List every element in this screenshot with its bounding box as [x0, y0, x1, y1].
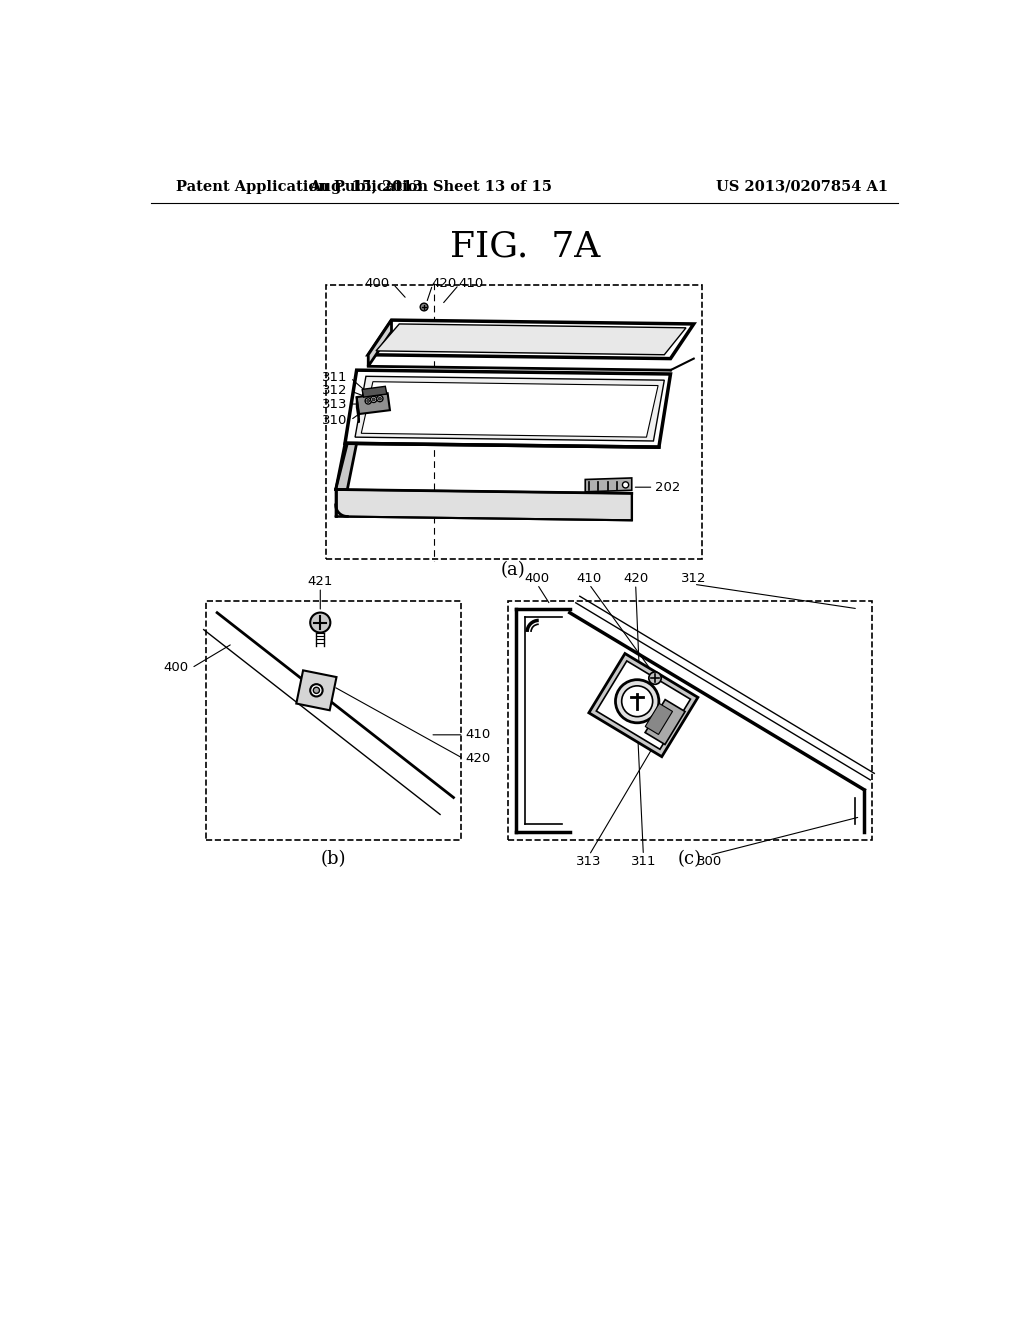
Polygon shape [356, 393, 390, 414]
Circle shape [372, 397, 375, 401]
Polygon shape [586, 478, 632, 492]
Text: (a): (a) [501, 561, 525, 579]
Text: 420: 420 [623, 572, 648, 585]
Text: 420: 420 [432, 277, 457, 289]
Circle shape [649, 672, 662, 684]
Text: 311: 311 [631, 855, 656, 869]
Polygon shape [645, 700, 685, 744]
Circle shape [366, 397, 372, 404]
Text: Patent Application Publication: Patent Application Publication [176, 180, 428, 194]
Circle shape [378, 397, 381, 400]
Circle shape [615, 680, 658, 723]
Text: 400: 400 [365, 277, 390, 289]
Circle shape [420, 304, 428, 312]
Circle shape [623, 482, 629, 488]
Polygon shape [369, 321, 693, 359]
Polygon shape [356, 397, 359, 422]
Text: 410: 410 [465, 729, 490, 742]
Text: 310: 310 [322, 413, 347, 426]
Circle shape [310, 684, 323, 697]
Polygon shape [336, 444, 356, 490]
Text: 420: 420 [465, 752, 490, 766]
Text: (c): (c) [678, 850, 701, 869]
Text: 311: 311 [322, 371, 347, 384]
Text: 400: 400 [163, 661, 188, 675]
Polygon shape [296, 671, 337, 710]
Polygon shape [369, 321, 391, 367]
Text: 313: 313 [322, 397, 347, 411]
Polygon shape [355, 376, 665, 441]
Bar [206, 601, 461, 840]
Text: (b): (b) [321, 850, 346, 869]
Circle shape [313, 688, 319, 693]
Circle shape [377, 396, 383, 401]
Text: 410: 410 [458, 277, 483, 289]
Polygon shape [376, 323, 686, 355]
Text: US 2013/0207854 A1: US 2013/0207854 A1 [716, 180, 888, 194]
Text: 312: 312 [681, 572, 707, 585]
Polygon shape [515, 609, 864, 832]
Text: 410: 410 [577, 572, 602, 585]
Bar [508, 601, 872, 840]
Circle shape [371, 396, 377, 403]
Circle shape [310, 612, 331, 632]
Text: 313: 313 [577, 855, 602, 869]
Text: 400: 400 [524, 572, 550, 585]
Polygon shape [589, 653, 698, 756]
Text: Aug. 15, 2013  Sheet 13 of 15: Aug. 15, 2013 Sheet 13 of 15 [309, 180, 552, 194]
Circle shape [622, 686, 652, 717]
Circle shape [367, 400, 370, 403]
Text: 421: 421 [307, 576, 333, 589]
Bar [326, 285, 701, 558]
Text: FIG.  7A: FIG. 7A [450, 230, 600, 264]
Polygon shape [345, 370, 671, 447]
Text: 202: 202 [655, 480, 680, 494]
Text: 312: 312 [322, 384, 347, 397]
Polygon shape [336, 490, 632, 520]
Polygon shape [361, 381, 658, 437]
Polygon shape [596, 661, 690, 750]
Text: 300: 300 [696, 855, 722, 869]
Polygon shape [645, 704, 673, 734]
Polygon shape [362, 387, 387, 397]
